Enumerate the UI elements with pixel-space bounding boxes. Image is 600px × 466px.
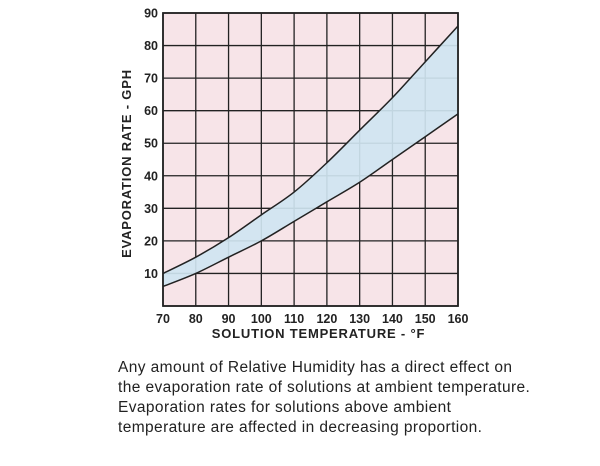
y-axis-title: EVAPORATION RATE - GPH <box>119 69 134 258</box>
upper-curve <box>162 25 459 275</box>
x-tick-label: 160 <box>448 312 469 326</box>
x-tick-label: 70 <box>156 312 170 326</box>
y-tick-label: 40 <box>144 169 158 183</box>
x-tick-label: 110 <box>284 312 304 326</box>
x-tick-label: 150 <box>415 312 436 326</box>
x-tick-label: 140 <box>382 312 403 326</box>
lower-curve <box>162 113 459 288</box>
y-tick-label: 50 <box>144 137 158 151</box>
y-tick-label: 20 <box>144 234 158 248</box>
x-tick-labels: 70 80 90 100 110 120 130 140 150 160 <box>156 312 468 326</box>
evaporation-chart: 70 80 90 100 110 120 130 140 150 160 10 20 30 40 50 60… <box>119 7 468 342</box>
plot-frame <box>162 12 459 307</box>
x-tick-label: 120 <box>316 312 337 326</box>
y-tick-label: 60 <box>144 104 158 118</box>
evaporation-band <box>163 26 458 287</box>
x-tick-label: 90 <box>222 312 236 326</box>
chart-caption: Any amount of Relative Humidity has a di… <box>118 359 531 436</box>
y-tick-label: 70 <box>144 72 158 86</box>
x-tick-label: 100 <box>251 312 272 326</box>
y-tick-label: 90 <box>144 7 158 21</box>
y-tick-labels: 10 20 30 40 50 60 70 80 90 <box>144 7 158 281</box>
y-tick-label: 10 <box>144 267 158 281</box>
x-axis-title: SOLUTION TEMPERATURE - °F <box>212 326 425 341</box>
x-tick-label: 130 <box>349 312 370 326</box>
x-tick-label: 80 <box>189 312 203 326</box>
y-tick-label: 30 <box>144 202 158 216</box>
y-tick-label: 80 <box>144 39 158 53</box>
